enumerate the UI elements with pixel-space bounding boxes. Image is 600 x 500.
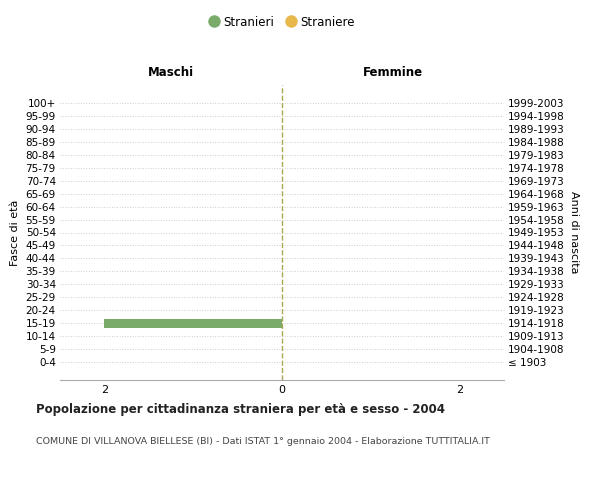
Text: Femmine: Femmine <box>363 66 423 79</box>
Bar <box>104 318 282 328</box>
Y-axis label: Anni di nascita: Anni di nascita <box>569 191 579 274</box>
Y-axis label: Fasce di età: Fasce di età <box>10 200 20 266</box>
Text: COMUNE DI VILLANOVA BIELLESE (BI) - Dati ISTAT 1° gennaio 2004 - Elaborazione TU: COMUNE DI VILLANOVA BIELLESE (BI) - Dati… <box>36 438 490 446</box>
Text: Maschi: Maschi <box>148 66 194 79</box>
Legend: Stranieri, Straniere: Stranieri, Straniere <box>205 11 359 34</box>
Text: Popolazione per cittadinanza straniera per età e sesso - 2004: Popolazione per cittadinanza straniera p… <box>36 402 445 415</box>
